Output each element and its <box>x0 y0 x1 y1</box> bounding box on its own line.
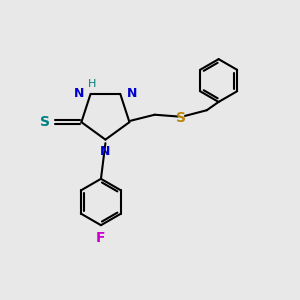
Text: H: H <box>88 80 96 89</box>
Text: N: N <box>100 145 111 158</box>
Text: S: S <box>40 115 50 129</box>
Text: N: N <box>127 87 137 101</box>
Text: F: F <box>96 230 106 244</box>
Text: N: N <box>74 87 84 101</box>
Text: S: S <box>176 111 187 125</box>
